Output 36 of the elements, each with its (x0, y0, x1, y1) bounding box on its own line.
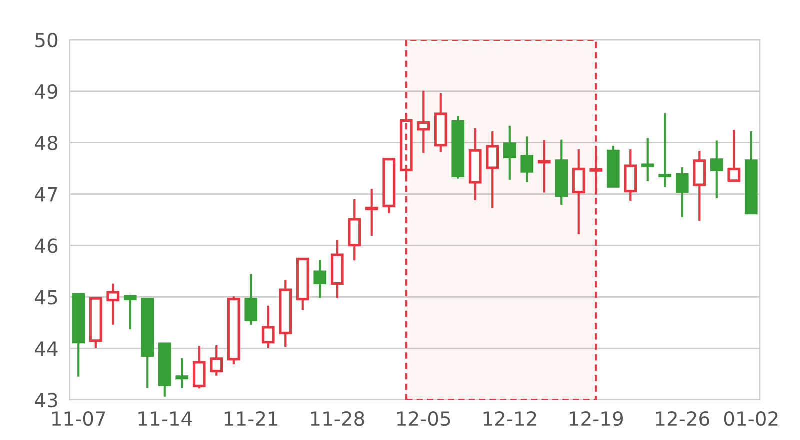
y-tick-label: 49 (35, 84, 58, 100)
y-tick-label: 48 (35, 136, 58, 151)
y-tick-label: 43 (35, 392, 58, 408)
candlestick (330, 239, 344, 300)
candlestick (417, 90, 430, 154)
x-tick-label: 11-28 (311, 411, 364, 426)
candlestick (658, 112, 672, 188)
x-tick-label: 11-07 (52, 411, 106, 426)
candlestick (641, 137, 654, 182)
candlestick (710, 140, 724, 200)
candlestick (624, 148, 638, 202)
x-tick-label: 12-26 (656, 411, 710, 426)
x-tick-label: 12-05 (398, 411, 450, 426)
candlestick (348, 198, 362, 262)
x-tick-label: 01-02 (724, 411, 778, 426)
y-tick-label: 46 (35, 238, 58, 254)
candlestick (314, 259, 327, 300)
candlestick (555, 138, 568, 206)
y-tick-label: 44 (35, 342, 58, 356)
candlestick (503, 124, 516, 181)
x-tick-label: 12-12 (484, 411, 536, 426)
candlestick (693, 150, 706, 222)
candlestick (486, 130, 500, 210)
y-tick-label: 50 (36, 32, 58, 48)
y-tick-label: 45 (35, 290, 58, 305)
candlestick (279, 279, 292, 348)
x-tick-label: 11-14 (138, 412, 192, 426)
candlestick (572, 148, 586, 236)
x-tick-label: 11-21 (225, 411, 278, 426)
candlestick (520, 136, 534, 184)
candlestick (365, 188, 378, 237)
candlestick (176, 357, 189, 390)
candlestick (538, 139, 551, 194)
x-tick-label: 12-19 (570, 411, 624, 426)
y-tick-label: 47 (35, 187, 58, 202)
candlestick (468, 127, 482, 202)
